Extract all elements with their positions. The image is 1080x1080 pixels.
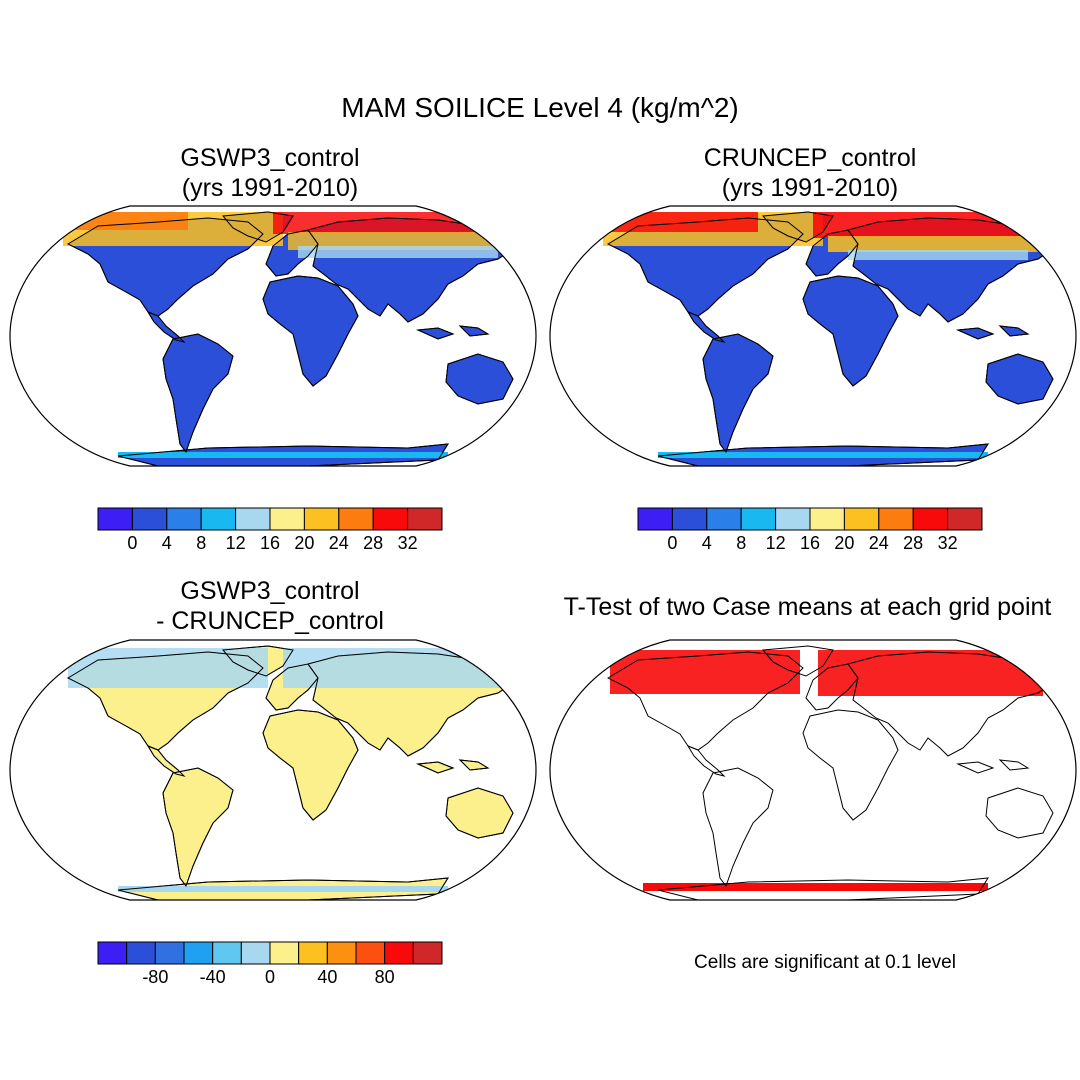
colorbar-swatch (303, 507, 340, 531)
colorbar-swatch (878, 507, 914, 531)
colorbar-tick-label: 16 (260, 533, 280, 552)
colorbar-swatch (947, 507, 983, 531)
colorbar-swatch (412, 941, 443, 965)
colorbar-tick-label: 24 (329, 533, 349, 552)
colorbar-gswp3: 0 4 8 12 16 20 24 28 32 (97, 507, 443, 552)
colorbar-swatch (126, 941, 156, 965)
colorbar-tick-label: -80 (142, 967, 168, 986)
colorbar-swatch (372, 507, 409, 531)
colorbar-swatch (183, 941, 214, 965)
colorbar-swatch (637, 507, 673, 531)
map-ttest (549, 639, 1077, 901)
panel-title-line2: - CRUNCEP_control (156, 607, 384, 635)
colorbar-tick-label: 32 (398, 533, 418, 552)
colorbar-swatch (407, 507, 443, 531)
colorbar-tick-label: 0 (667, 533, 677, 552)
panel-title-cruncep: CRUNCEP_control (yrs 1991-2010) (580, 143, 1040, 203)
map-gswp3 (9, 205, 537, 467)
colorbar-tick-label: 28 (363, 533, 383, 552)
figure-title: MAM SOILICE Level 4 (kg/m^2) (341, 92, 739, 123)
colorbar-swatch (166, 507, 202, 531)
colorbar-swatch (706, 507, 742, 531)
colorbar-tick-label: 4 (702, 533, 712, 552)
colorbar-tick-label: 20 (834, 533, 854, 552)
colorbar-tick-label: 40 (317, 967, 337, 986)
panel-title-line1: CRUNCEP_control (703, 144, 917, 172)
colorbar-cruncep: 0 4 8 12 16 20 24 28 32 (637, 507, 983, 552)
colorbar-swatch (212, 941, 242, 965)
colorbar-swatch (269, 507, 305, 531)
colorbar-swatch (775, 507, 811, 531)
colorbar-tick-label: 12 (226, 533, 246, 552)
colorbar-tick-label: 24 (869, 533, 889, 552)
map-difference (9, 639, 537, 901)
colorbar-swatch (326, 941, 357, 965)
panel-title-difference: GSWP3_control - CRUNCEP_control (40, 576, 500, 636)
colorbar-tick-label: 20 (294, 533, 314, 552)
panel-title-line1: GSWP3_control (180, 577, 360, 605)
panel-title-line2: (yrs 1991-2010) (721, 174, 899, 202)
colorbar-swatch (671, 507, 708, 531)
colorbar-swatch (912, 507, 949, 531)
colorbar-swatch (97, 507, 133, 531)
colorbar-swatch (843, 507, 880, 531)
colorbar-tick-label: 0 (127, 533, 137, 552)
colorbar-tick-label: -40 (200, 967, 226, 986)
panel-title-line2: (yrs 1991-2010) (181, 174, 359, 202)
colorbar-swatch (131, 507, 168, 531)
panel-title-line1: GSWP3_control (180, 144, 360, 172)
colorbar-swatch (338, 507, 374, 531)
colorbar-tick-label: 8 (196, 533, 206, 552)
significance-note: Cells are significant at 0.1 level (694, 952, 956, 973)
colorbar-difference: -80 -40 0 40 80 (97, 941, 443, 986)
colorbar-tick-label: 8 (736, 533, 746, 552)
colorbar-swatch (384, 941, 414, 965)
colorbar-tick-label: 0 (265, 967, 275, 986)
panel-title-ttest: T-Test of two Case means at each grid po… (563, 593, 1052, 621)
colorbar-swatch (269, 941, 300, 965)
colorbar-swatch (355, 941, 386, 965)
panel-title-gswp3: GSWP3_control (yrs 1991-2010) (40, 143, 500, 203)
map-cruncep (549, 205, 1077, 467)
colorbar-tick-label: 80 (375, 967, 395, 986)
colorbar-tick-label: 32 (938, 533, 958, 552)
colorbar-tick-label: 4 (162, 533, 172, 552)
colorbar-swatch (97, 941, 128, 965)
colorbar-tick-label: 28 (903, 533, 923, 552)
colorbar-swatch (740, 507, 777, 531)
colorbar-tick-label: 16 (800, 533, 820, 552)
colorbar-swatch (154, 941, 185, 965)
colorbar-swatch (809, 507, 845, 531)
colorbar-tick-label: 12 (766, 533, 786, 552)
colorbar-swatch (200, 507, 237, 531)
colorbar-swatch (235, 507, 271, 531)
colorbar-swatch (298, 941, 328, 965)
colorbar-swatch (240, 941, 271, 965)
